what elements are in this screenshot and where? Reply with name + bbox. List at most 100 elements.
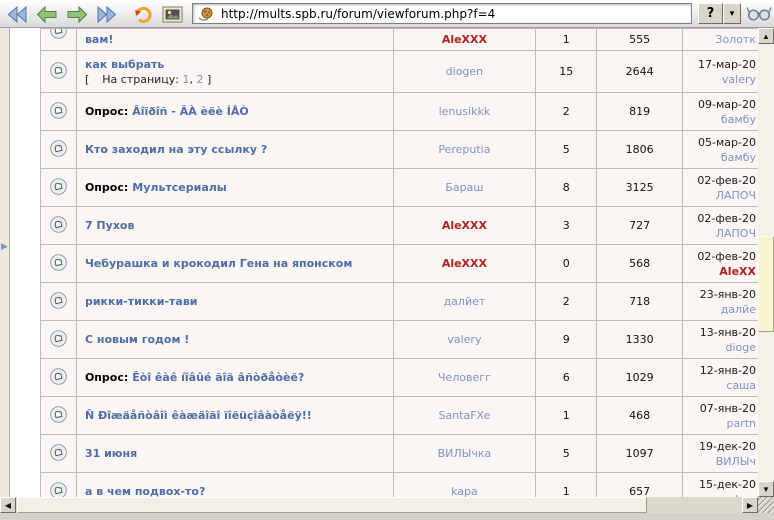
scroll-up-button[interactable]: ▲ xyxy=(758,28,774,44)
last-post-user-link[interactable]: далйе xyxy=(720,302,756,316)
last-post-date: 02-фев-20 xyxy=(697,249,756,263)
topic-icon xyxy=(50,177,67,198)
views-count: 1029 xyxy=(625,371,654,384)
views-count: 468 xyxy=(629,409,651,422)
last-post-user-link[interactable]: AleXX xyxy=(719,264,756,278)
topic-row: вам! AleXXX 1 555 Золотк xyxy=(41,29,758,51)
url-text[interactable]: http://mults.spb.ru/forum/viewforum.php?… xyxy=(221,6,496,21)
images-button[interactable] xyxy=(162,4,186,24)
topic-author-link[interactable]: AleXXX xyxy=(441,33,487,46)
forward-arrow-icon xyxy=(66,5,90,24)
topic-author-link[interactable]: Человегг xyxy=(437,371,491,384)
topic-row: рикки-тикки-тави далйет 2 718 23-янв-20 д… xyxy=(41,283,758,321)
vertical-scroll-thumb[interactable] xyxy=(758,236,774,332)
reload-icon xyxy=(132,4,156,25)
topic-author-link[interactable]: lenusikkk xyxy=(438,105,491,118)
last-post-date: 19-дек-20 xyxy=(699,439,756,453)
rewind-button[interactable] xyxy=(6,4,30,24)
scroll-left-button[interactable]: ◀ xyxy=(0,497,16,513)
vertical-scrollbar[interactable]: ▲ ▼ xyxy=(758,28,774,497)
topic-author-link[interactable]: далйет xyxy=(443,295,486,308)
topic-author-link[interactable]: kapa xyxy=(451,485,478,497)
topic-icon xyxy=(50,215,67,236)
topic-title-link[interactable]: Чебурашка и крокодил Гена на японском xyxy=(84,257,353,270)
topic-icon xyxy=(50,405,67,426)
last-post-user-link[interactable]: ЛАПОЧ xyxy=(715,188,756,202)
replies-count: 2 xyxy=(562,105,570,118)
topic-author-link[interactable]: AleXXX xyxy=(441,219,487,232)
topic-title-link[interactable]: как выбрать xyxy=(84,57,165,71)
scroll-down-button[interactable]: ▼ xyxy=(758,481,774,497)
topic-icon xyxy=(50,139,67,160)
topic-author-link[interactable]: Pereputia xyxy=(438,143,491,156)
replies-count: 1 xyxy=(562,485,570,497)
forum-topics-table: вам! AleXXX 1 555 Золотк как выбрать [На… xyxy=(40,28,758,497)
topic-title-link[interactable]: Âîïðîñ - ÄÀ èëè ÍÅÒ xyxy=(132,105,249,118)
address-dropdown-button[interactable]: ▼ xyxy=(723,3,741,24)
back-button[interactable] xyxy=(36,4,60,24)
address-bar[interactable]: http://mults.spb.ru/forum/viewforum.php?… xyxy=(192,3,692,24)
topic-icon xyxy=(50,291,67,312)
horizontal-scroll-thumb[interactable] xyxy=(17,497,647,513)
fast-forward-button[interactable] xyxy=(96,4,120,24)
last-post-date: 23-янв-20 xyxy=(699,287,756,301)
topic-row: Опрос: Мультсериалы Бараш 8 3125 02-фев-2… xyxy=(41,169,758,207)
last-post-user-link[interactable]: partn xyxy=(726,416,756,430)
last-post-user-link[interactable]: ЛАПОЧ xyxy=(715,226,756,240)
horizontal-scrollbar[interactable]: ◀ ▶ xyxy=(0,497,758,513)
topic-author-link[interactable]: diogen xyxy=(445,65,484,78)
topic-title-link[interactable]: Мультсериалы xyxy=(132,181,227,194)
views-count: 718 xyxy=(629,295,651,308)
replies-count: 5 xyxy=(562,447,570,460)
last-post-user-link[interactable]: бамбу xyxy=(720,112,756,126)
replies-count: 2 xyxy=(562,295,570,308)
last-post-user-link[interactable]: ВИЛЫч xyxy=(715,454,756,468)
replies-count: 5 xyxy=(562,143,570,156)
last-post-user-link[interactable]: Золотк xyxy=(715,33,756,46)
last-post-user-link[interactable]: dioge xyxy=(725,340,756,354)
topic-author-link[interactable]: AleXXX xyxy=(441,257,487,270)
reload-button[interactable] xyxy=(132,4,156,24)
forward-button[interactable] xyxy=(66,4,90,24)
browser-toolbar: http://mults.spb.ru/forum/viewforum.php?… xyxy=(0,0,774,28)
last-post-date: 02-фев-20 xyxy=(697,173,756,187)
topic-title-link[interactable]: Ñ Ðîæäåñòâîì êàæäîãî ïîëüçîâàòåëÿ!! xyxy=(84,409,312,422)
scroll-right-button[interactable]: ▶ xyxy=(742,497,758,513)
find-glasses-button[interactable] xyxy=(746,5,772,23)
panel-expand-arrow[interactable]: ▶ xyxy=(1,242,8,252)
topic-author-link[interactable]: Бараш xyxy=(445,181,484,194)
last-post-user-link[interactable]: valery xyxy=(722,492,756,498)
views-count: 727 xyxy=(629,219,651,232)
views-count: 657 xyxy=(629,485,651,497)
topic-row: Опрос: Âîïðîñ - ÄÀ èëè ÍÅÒ lenusikkk 2 81… xyxy=(41,93,758,131)
images-icon xyxy=(162,6,186,23)
last-post-date: 02-фев-20 xyxy=(697,211,756,225)
topic-title-link[interactable]: рикки-тикки-тави xyxy=(84,295,198,308)
topic-title-link[interactable]: Êòî êàê íîâûé ãîä âñòðåòèë? xyxy=(132,371,305,384)
resize-grip[interactable] xyxy=(758,497,774,513)
topic-title-link[interactable]: 31 июня xyxy=(84,447,138,460)
page-link[interactable]: 2 xyxy=(196,72,204,86)
panel-strip: ▶ xyxy=(0,28,10,497)
page-link[interactable]: 1 xyxy=(182,72,190,86)
topic-author-link[interactable]: ВИЛЫчка xyxy=(437,447,492,460)
topic-icon xyxy=(50,101,67,122)
topic-author-link[interactable]: SantaFXe xyxy=(438,409,491,422)
views-count: 819 xyxy=(629,105,651,118)
topic-title-link[interactable]: 7 Пухов xyxy=(84,219,135,232)
help-button[interactable]: ? xyxy=(698,3,723,24)
last-post-user-link[interactable]: бамбу xyxy=(720,150,756,164)
views-count: 1330 xyxy=(625,333,654,346)
fast-forward-icon xyxy=(96,5,120,24)
topic-title-link[interactable]: а в чем подвох-то? xyxy=(84,485,206,497)
topic-author-link[interactable]: valery xyxy=(447,333,482,346)
last-post-user-link[interactable]: valery xyxy=(721,72,756,86)
topic-title-link[interactable]: Кто заходил на эту ссылку ? xyxy=(84,143,268,156)
topic-title-link[interactable]: вам! xyxy=(84,33,114,46)
pagination: [На страницу: 1, 2 ] xyxy=(84,72,212,86)
topic-title-link[interactable]: С новым годом ! xyxy=(84,333,190,346)
last-post-user-link[interactable]: саша xyxy=(726,378,756,392)
replies-count: 3 xyxy=(562,219,570,232)
last-post-date: 07-янв-20 xyxy=(699,401,756,415)
topic-row: Опрос: Êòî êàê íîâûé ãîä âñòðåòèë? Челове… xyxy=(41,359,758,397)
